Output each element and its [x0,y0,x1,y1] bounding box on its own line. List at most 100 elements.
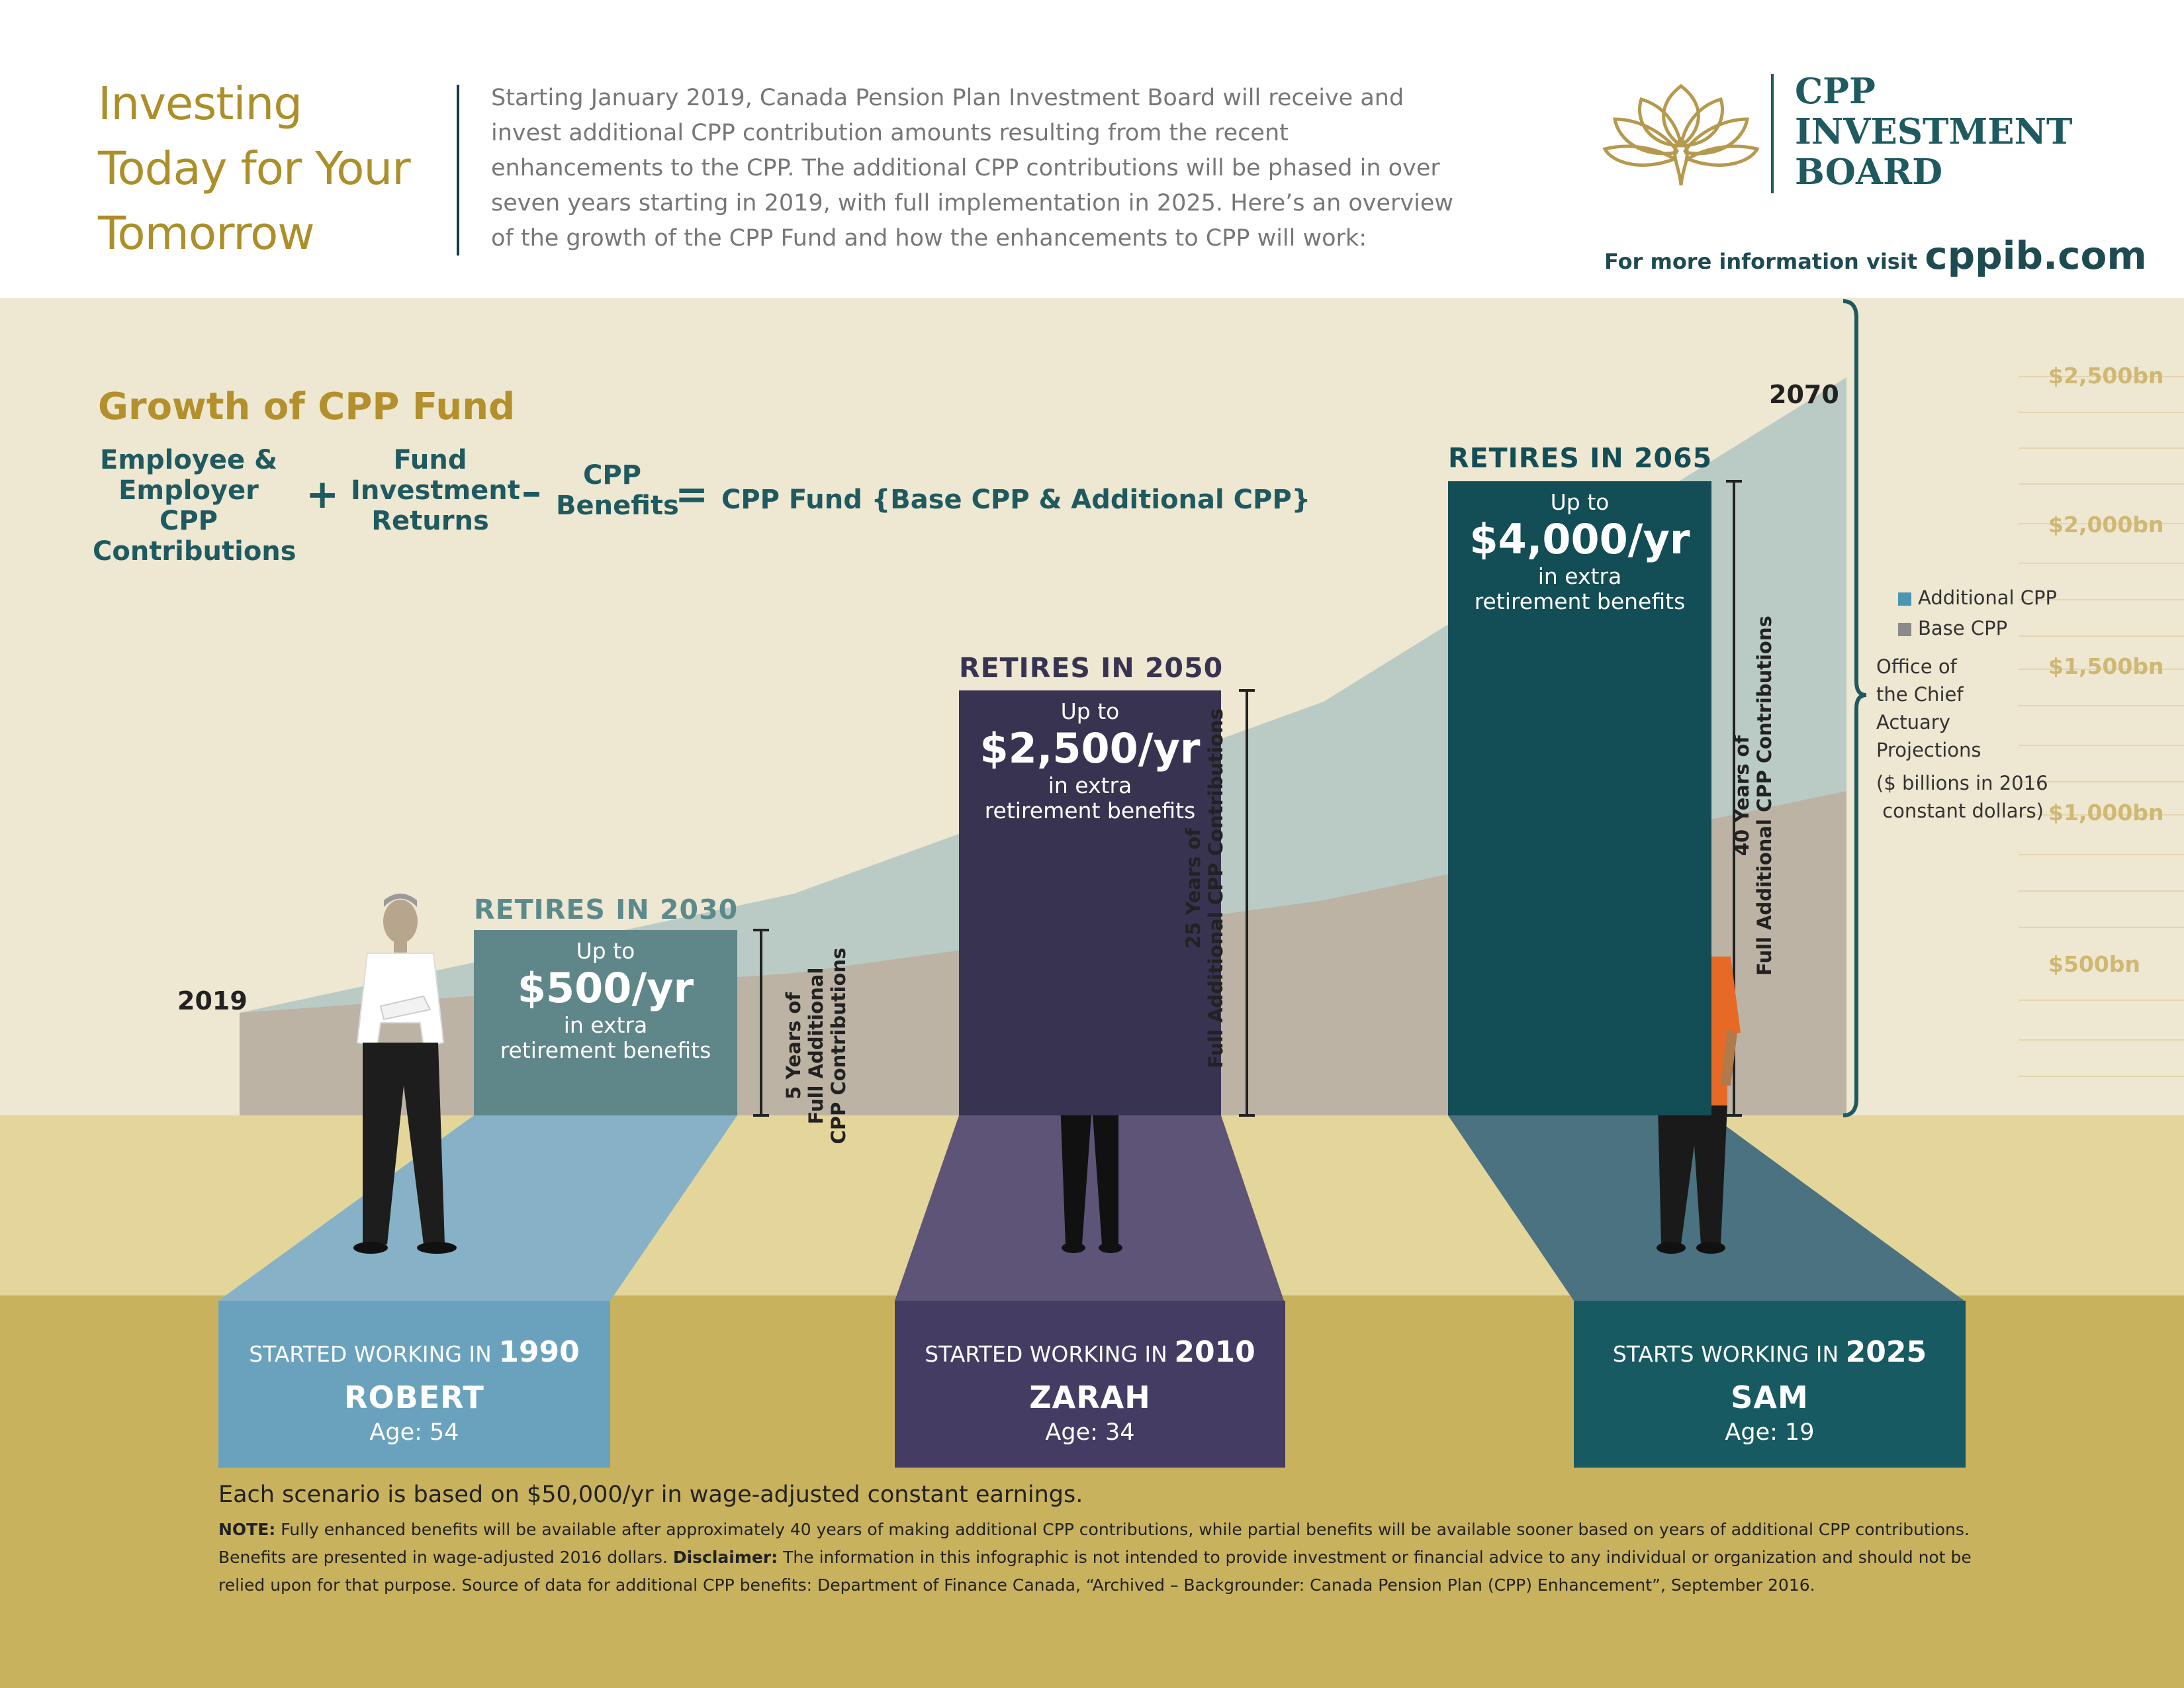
info-line: For more information visit cppib.com [1604,233,2147,278]
years-label-robert: 5 Years of Full Additional CPP Contribut… [782,933,855,1158]
formula-line: Employee & [100,445,277,475]
grid-line [2019,563,2184,564]
note-line: the Chief [1876,683,1964,706]
growth-title: Growth of CPP Fund [98,385,516,428]
intro-text: Starting January 2019, Canada Pension Pl… [491,85,1454,252]
card-started: STARTS WORKING IN 2025 [1574,1335,1966,1369]
legend-swatch [1898,623,1911,636]
benefit-sub: in extra [563,1012,648,1038]
span-bracket-zarah [1239,689,1255,1117]
y-tick-label: $1,500bn [2048,653,2164,679]
disclaimer-label: Disclaimer: [672,1548,778,1567]
started-prefix: STARTED WORKING IN [925,1341,1167,1367]
formula-line: CPP [583,460,641,491]
note-line: Office of [1876,655,1957,678]
y-tick-label: $2,500bn [2048,363,2164,389]
formula-result: CPP Fund {Base CPP & Additional CPP} [721,485,1311,515]
card-age: Age: 34 [1045,1419,1135,1446]
note-label: NOTE: [218,1520,276,1539]
website-link[interactable]: cppib.com [1925,233,2147,278]
disclaimer-text: The information in this infographic is n… [218,1548,1972,1595]
benefit-sub: in extra [1048,773,1132,798]
formula-line: Fund [393,445,467,475]
legend-swatch [1898,592,1911,606]
grid-line [2019,781,2184,782]
legend-label: Base CPP [1918,617,2008,639]
page-title: Investing Today for Your Tomorrow [98,71,442,266]
card-name: ZARAH [1029,1380,1151,1415]
grid-line [2019,412,2184,413]
started-prefix: STARTED WORKING IN [249,1341,492,1367]
years-line: Full Additional CPP Contributions [1753,616,1776,976]
years-line: 40 Years of [1731,735,1753,857]
card-age: Age: 19 [1725,1419,1815,1446]
formula-line: Investment [351,475,520,506]
legend-label: Additional CPP [1918,586,2058,609]
logo-wordmark: CPP INVESTMENT BOARD [1795,71,2072,193]
x-start-label: 2019 [177,986,248,1015]
grid-line [2019,483,2184,485]
grid-line [2019,523,2184,524]
units-line: ($ billions in 2016 [1876,772,2048,794]
formula-term-returns: Fund Investment Returns [351,445,520,536]
card-sam: STARTS WORKING IN 2025 SAM Age: 19 [1574,1301,1966,1468]
note-text: Fully enhanced benefits will be availabl… [218,1520,1970,1567]
logo-divider [1771,74,1774,193]
grid-line [2019,705,2184,706]
logo-emblem [1602,83,1760,186]
legend-base-cpp: Base CPP [1898,617,2007,639]
info-prefix: For more information visit [1604,249,1918,274]
card-zarah: STARTED WORKING IN 2010 ZARAH Age: 34 [895,1301,1285,1468]
title-line: Today for Your [98,142,411,195]
benefit-amount: $500/yr [517,964,694,1012]
grid-line [2019,599,2184,600]
years-label-sam: 40 Years of Full Additional CPP Contribu… [1731,604,1780,988]
started-year: 2025 [1845,1335,1927,1369]
benefit-sub: retirement benefits [984,798,1196,823]
header-divider [457,85,459,256]
grid-line [2019,927,2184,928]
title-line: Tomorrow [98,207,315,260]
retire-box-robert: Up to $500/yr in extra retirement benefi… [474,930,737,1115]
card-name: ROBERT [344,1380,484,1415]
title-line: Investing [98,77,302,130]
upto-label: Up to [1060,698,1120,724]
formula-line: Returns [371,506,489,536]
years-line: Full Additional [805,967,827,1125]
note-line: Projections [1876,739,1981,761]
grid-line [2019,890,2184,892]
started-prefix: STARTS WORKING IN [1612,1341,1839,1367]
years-line: Full Additional CPP Contributions [1205,708,1227,1068]
projection-zarah [895,1115,1284,1301]
benefit-amount: $4,000/yr [1469,515,1690,563]
started-year: 1990 [498,1335,580,1369]
benefit-sub: retirement benefits [1474,588,1686,614]
formula-term-benefits: CPP Benefits [556,460,679,521]
benefit-sub: in extra [1537,563,1622,589]
benefit-sub: retirement benefits [500,1037,711,1063]
y-tick-label: $1,000bn [2048,800,2164,825]
projection-robert [218,1115,737,1301]
card-name: SAM [1731,1380,1809,1415]
grid-line [2019,1076,2184,1077]
years-line: 5 Years of [782,992,805,1100]
grid-line [2019,745,2184,746]
grid-line [2019,669,2184,670]
years-line: 25 Years of [1182,827,1205,949]
card-age: Age: 54 [369,1419,459,1446]
logo-line: CPP [1795,71,1876,112]
retire-box-sam: Up to $4,000/yr in extra retirement bene… [1448,481,1711,1115]
retire-title-robert: RETIRES IN 2030 [474,894,739,925]
benefit-amount: $2,500/yr [979,724,1201,773]
card-started: STARTED WORKING IN 1990 [218,1335,610,1369]
years-line: CPP Contributions [827,947,850,1145]
footnote-main: Each scenario is based on $50,000/yr in … [218,1481,1083,1508]
range-bracket [1843,299,1867,1117]
grid-line [2019,1039,2184,1041]
card-started: STARTED WORKING IN 2010 [895,1335,1285,1369]
retire-title-sam: RETIRES IN 2065 [1448,442,1713,474]
upto-label: Up to [1550,489,1610,515]
grid-line [2019,814,2184,816]
grid-line [2019,635,2184,637]
span-bracket-robert [753,929,769,1117]
